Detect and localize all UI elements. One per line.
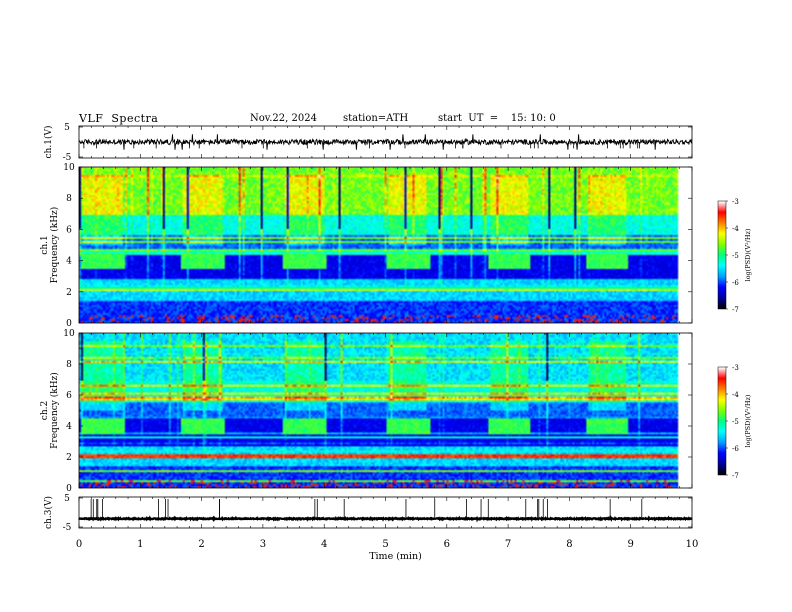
ch1-wave-ylabel: ch.1(V): [43, 126, 54, 159]
ch1-colorbar-gradient: [718, 201, 726, 309]
ch1-spec-channel-label: ch.1: [40, 235, 50, 254]
ch3-trace: [78, 515, 693, 523]
ch1-colorbar-tick-label: -3: [732, 198, 739, 206]
ch2-spec-ytick-label: 2: [66, 453, 72, 463]
figure-date: Nov.22, 2024: [250, 113, 317, 124]
x-tick-label: 7: [505, 539, 511, 550]
figure-station: station=ATH: [343, 113, 409, 124]
ch2-colorbar-tick-label: -4: [732, 391, 739, 399]
ch3-wave-ytick-label: 5: [64, 494, 70, 504]
ch1-spec-heatmap: [79, 167, 692, 323]
ch2-colorbar: -3 -4 -5 -6 -7 log(PSD)(V²/Hz): [717, 364, 752, 480]
ch2-spec-ytick-label: 0: [66, 484, 72, 494]
ch1-colorbar-tick-label: -6: [732, 279, 739, 287]
x-tick-label: 3: [260, 539, 266, 550]
ch2-colorbar-tick-label: -3: [732, 364, 739, 372]
ch1-colorbar-tick-label: -5: [732, 252, 739, 260]
ch1-waveform-panel: 5 -5 ch.1(V): [43, 123, 693, 163]
ch3-waveform-frame: [78, 496, 693, 529]
ch1-colorbar-tick-label: -4: [732, 225, 739, 233]
ch2-colorbar-label: log(PSD)(V²/Hz): [744, 394, 752, 447]
ch1-spec-ylabel: Frequency (kHz): [49, 207, 60, 284]
ch2-spec-ytick-label: 4: [66, 422, 72, 432]
x-tick-label: 6: [444, 539, 450, 550]
figure-start-time: start UT = 15: 10: 0: [438, 113, 556, 124]
ch1-colorbar-tick-label: -7: [732, 306, 739, 314]
ch2-spec-ytick-label: 10: [63, 329, 75, 339]
ch1-wave-ytick-label: -5: [63, 153, 72, 163]
ch1-wave-ytick-label: 5: [64, 123, 70, 133]
ch1-spec-ytick-label: 4: [66, 257, 72, 267]
ch1-spec-ytick-label: 0: [66, 319, 72, 329]
ch1-spectrogram-panel: 0 2 4 6 8 10 ch.1 Frequency (kHz): [40, 163, 693, 329]
x-axis-label: Time (min): [369, 551, 422, 562]
ch3-wave-ylabel: ch.3(V): [43, 496, 54, 529]
x-tick-label: 5: [382, 539, 388, 550]
ch1-trace: [78, 134, 693, 150]
x-tick-label: 1: [137, 539, 143, 550]
ch3-waveform-panel: 5 -5 ch.3(V): [43, 494, 693, 533]
ch2-spec-ytick-label: 8: [66, 360, 72, 370]
ch3-wave-ytick-label: -5: [63, 523, 72, 533]
x-tick-label: 10: [686, 539, 699, 550]
ch2-colorbar-gradient: [718, 367, 726, 475]
ch2-colorbar-tick-label: -7: [732, 472, 739, 480]
ch1-spec-ytick-label: 10: [63, 163, 75, 173]
figure-title: VLF Spectra: [79, 112, 159, 125]
ch2-spec-ytick-label: 6: [66, 391, 72, 401]
x-tick-label: 0: [76, 539, 82, 550]
time-axis: 0 1 2 3 4 5 6 7 8 9 10 Time (min): [76, 539, 699, 562]
x-tick-label: 8: [566, 539, 572, 550]
ch1-colorbar: -3 -4 -5 -6 -7 log(PSD)(V²/Hz): [717, 198, 752, 314]
ch1-spec-ytick-label: 8: [66, 194, 72, 204]
ch1-colorbar-label: log(PSD)(V²/Hz): [744, 228, 752, 281]
ch2-spec-ylabel: Frequency (kHz): [49, 372, 60, 449]
ch1-spec-ytick-label: 6: [66, 225, 72, 235]
x-tick-label: 4: [321, 539, 327, 550]
ch1-spec-ytick-label: 2: [66, 288, 72, 298]
ch2-colorbar-tick-label: -6: [732, 445, 739, 453]
ch2-spec-heatmap: [79, 333, 692, 488]
ch2-colorbar-tick-label: -5: [732, 418, 739, 426]
x-tick-label: 2: [198, 539, 204, 550]
ch2-spectrogram-panel: 0 2 4 6 8 10 ch.2 Frequency (kHz): [40, 329, 693, 494]
x-tick-label: 9: [628, 539, 634, 550]
ch2-spec-channel-label: ch.2: [40, 401, 50, 420]
